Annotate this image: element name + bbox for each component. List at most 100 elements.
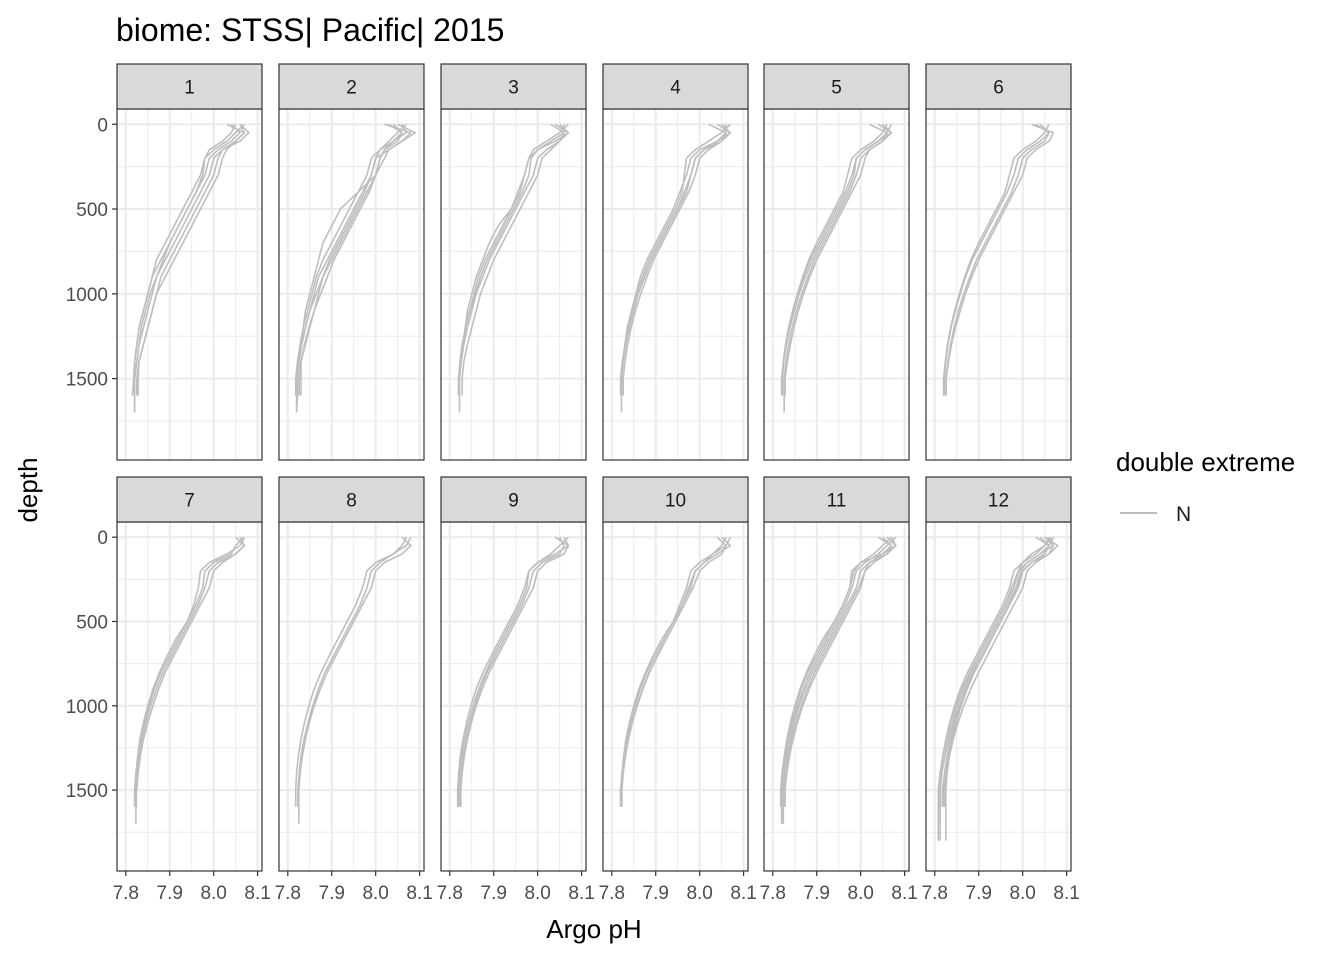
facet-strip <box>278 63 425 110</box>
legend-item-label: N <box>1176 503 1191 526</box>
x-tick-label: 8.0 <box>1009 883 1035 904</box>
y-tick-label: 500 <box>76 200 108 221</box>
profile-line <box>781 123 893 379</box>
profile-line <box>298 123 403 396</box>
y-tick-label: 1000 <box>66 697 108 718</box>
profile-line <box>458 536 565 807</box>
facet-strip <box>440 63 587 110</box>
facet-strip <box>602 63 749 110</box>
y-tick-label: 1000 <box>66 285 108 306</box>
facet-strip <box>440 476 587 523</box>
profile-line <box>295 123 407 413</box>
facet-panel-9: 9 7.8 7.9 8.0 8.1 <box>437 476 595 904</box>
facet-strip-label: 9 <box>508 491 519 512</box>
panel-background <box>279 522 424 871</box>
facet-strip-label: 8 <box>346 491 357 512</box>
profile-line <box>784 536 897 807</box>
facet-panel-8: 8 7.8 7.9 8.0 8.1 <box>275 476 433 904</box>
x-axis-title: Argo pH <box>546 914 641 944</box>
profile-line <box>133 123 245 396</box>
x-tick-label: 7.8 <box>599 883 625 904</box>
profile-line <box>461 123 570 396</box>
profile-line <box>619 124 727 379</box>
panel-background <box>764 109 909 460</box>
x-tick-label: 7.8 <box>113 883 139 904</box>
facet-panel-6: 6 <box>925 63 1072 461</box>
facet-strip-label: 7 <box>184 491 195 512</box>
profile-line <box>782 536 897 807</box>
facet-strip-label: 2 <box>346 78 357 99</box>
facet-strip <box>116 63 263 110</box>
profile-line <box>782 536 893 807</box>
y-tick-label: 1500 <box>66 370 108 391</box>
x-tick-label: 8.1 <box>730 883 756 904</box>
x-tick-label: 8.0 <box>524 883 550 904</box>
profile-line <box>135 536 246 824</box>
panel-background <box>117 109 262 460</box>
facet-strip <box>116 476 263 523</box>
facet-panel-4: 4 <box>602 63 749 461</box>
profile-line <box>944 536 1059 841</box>
x-tick-label: 8.1 <box>568 883 594 904</box>
profile-line <box>457 124 565 396</box>
legend-title: double extreme <box>1116 447 1295 477</box>
x-tick-label: 8.1 <box>406 883 432 904</box>
facet-strip <box>763 476 910 523</box>
facet-strip <box>925 476 1072 523</box>
facet-strip <box>925 63 1072 110</box>
x-tick-label: 7.9 <box>319 883 345 904</box>
profile-line <box>297 536 412 824</box>
profile-line <box>133 123 237 413</box>
y-tick-label: 500 <box>76 612 108 633</box>
x-tick-label: 8.0 <box>686 883 712 904</box>
facet-panel-3: 3 <box>440 63 587 461</box>
x-tick-label: 7.8 <box>275 883 301 904</box>
x-tick-label: 7.9 <box>481 883 507 904</box>
profile-line <box>136 536 246 791</box>
x-tick-label: 8.1 <box>1053 883 1079 904</box>
facet-panel-2: 2 <box>278 63 425 461</box>
facet-panel-10: 10 7.8 7.9 8.0 8.1 <box>599 476 757 904</box>
facet-strip-label: 6 <box>993 78 1004 99</box>
profile-line <box>622 123 732 396</box>
facet-panel-11: 11 7.8 7.9 8.0 8.1 <box>760 476 918 904</box>
facet-strip-label: 5 <box>831 78 842 99</box>
profile-line <box>459 536 570 807</box>
panel-background <box>441 522 586 871</box>
x-tick-label: 8.0 <box>362 883 388 904</box>
facet-strip-label: 11 <box>827 491 847 512</box>
profile-line <box>945 123 1055 396</box>
facet-strip-label: 3 <box>508 78 519 99</box>
facet-panel-12: 12 7.8 7.9 8.0 8.1 <box>922 476 1080 904</box>
profile-line <box>133 536 245 807</box>
profile-line <box>945 123 1050 396</box>
profile-line <box>297 536 408 807</box>
x-tick-label: 7.9 <box>966 883 992 904</box>
panel-background <box>926 522 1071 871</box>
facet-strip-label: 10 <box>665 491 686 512</box>
profile-line <box>294 536 412 807</box>
panel-background <box>926 109 1071 460</box>
profile-line <box>780 123 888 396</box>
facet-strip <box>278 476 425 523</box>
y-tick-label: 0 <box>97 115 108 136</box>
x-tick-label: 7.8 <box>437 883 463 904</box>
y-axis-title: depth <box>13 457 43 522</box>
facet-strip <box>602 476 749 523</box>
panel-background <box>603 109 748 460</box>
x-tick-label: 8.1 <box>891 883 917 904</box>
profile-line <box>457 536 569 807</box>
profile-line <box>136 123 246 396</box>
profile-line <box>779 536 892 807</box>
y-tick-label: 0 <box>97 528 108 549</box>
panel-background <box>441 109 586 460</box>
facet-strip-label: 1 <box>184 78 195 99</box>
profile-line <box>457 123 569 396</box>
facet-panel-7: 7 0 500 1000 1500 7.8 7.9 8.0 8.1 <box>66 476 271 904</box>
facet-panel-1: 1 0 500 1000 1500 <box>66 63 263 461</box>
x-tick-label: 7.8 <box>922 883 948 904</box>
profile-line <box>942 123 1050 396</box>
x-tick-label: 8.0 <box>847 883 873 904</box>
